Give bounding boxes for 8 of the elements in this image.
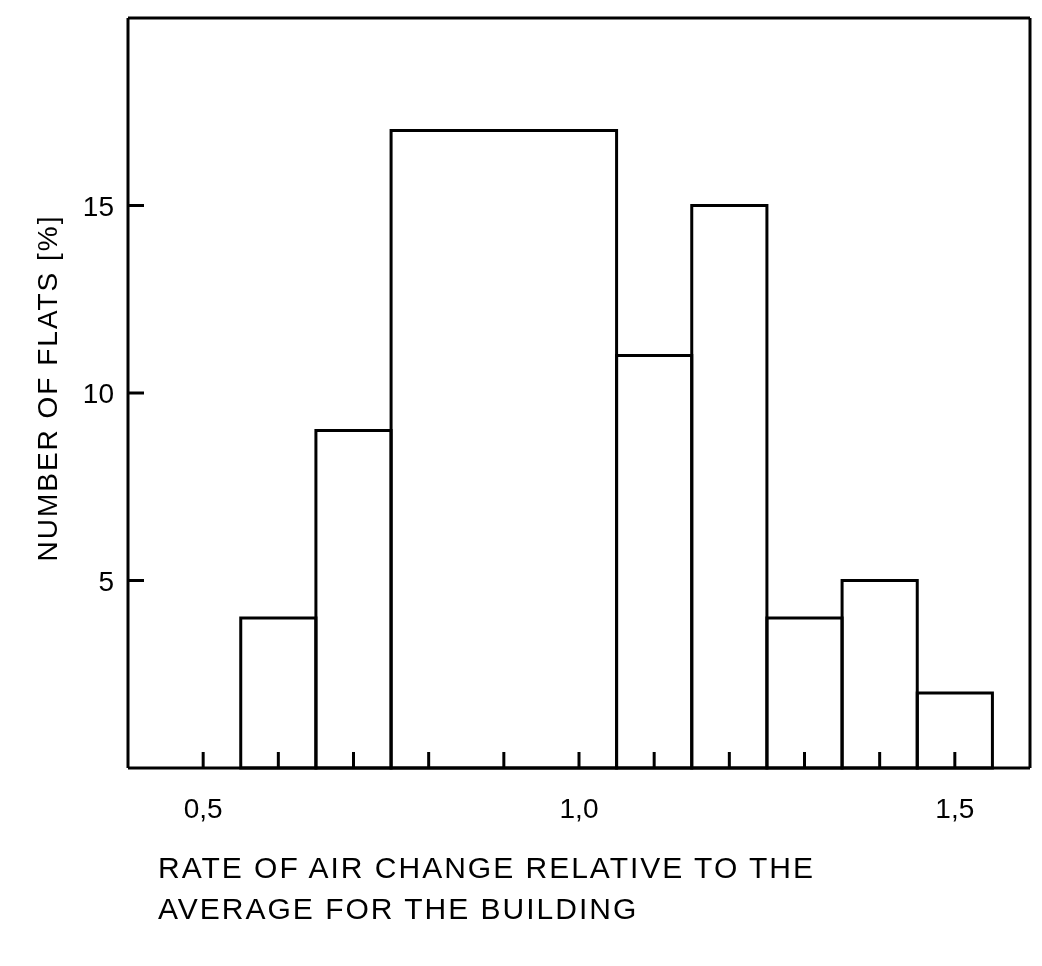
x-tick-label: 1,0	[559, 793, 599, 824]
y-tick-label: 10	[82, 378, 114, 409]
y-tick-label: 5	[98, 565, 114, 597]
y-axis-title: NUMBER OF FLATS [%]	[32, 214, 64, 562]
x-axis-title: RATE OF AIR CHANGE RELATIVE TO THE AVERAGE FOR THE BUILDING	[158, 850, 816, 927]
x-tick-label: 1,5	[935, 793, 975, 824]
x-tick-label: 0,5	[183, 793, 223, 824]
y-tick-label: 15	[82, 190, 114, 222]
